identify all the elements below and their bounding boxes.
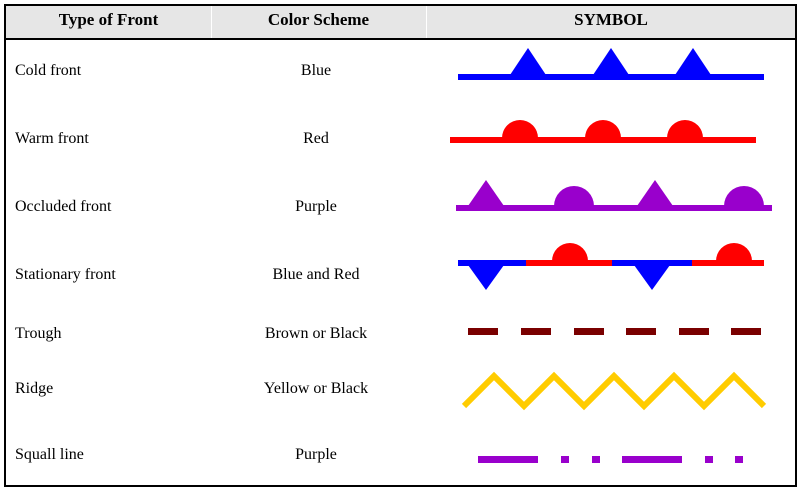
color-scheme: Yellow or Black bbox=[263, 380, 369, 397]
cold-front-line bbox=[458, 74, 764, 80]
stationary-front-semicircle bbox=[552, 243, 588, 261]
stationary-front-red-segment bbox=[692, 260, 764, 266]
front-type: Trough bbox=[15, 325, 62, 342]
cold-front-triangle bbox=[510, 48, 546, 75]
header-type-of-front: Type of Front bbox=[58, 10, 159, 29]
front-type: Occluded front bbox=[15, 198, 112, 215]
warm-front-semicircle bbox=[502, 120, 538, 138]
cold-front-symbol bbox=[446, 42, 776, 102]
fronts-table: Type of Front Color Scheme SYMBOL Cold f… bbox=[4, 4, 797, 487]
header-divider bbox=[211, 6, 212, 38]
stationary-front-red-segment bbox=[526, 260, 612, 266]
squall-line-dot bbox=[561, 456, 569, 463]
occluded-front-triangle bbox=[468, 180, 504, 206]
trough-dash bbox=[574, 328, 604, 335]
trough-dash bbox=[521, 328, 551, 335]
occluded-front-semicircle bbox=[724, 186, 764, 206]
warm-front-semicircle bbox=[667, 120, 703, 138]
header-divider bbox=[426, 6, 427, 38]
warm-front-line bbox=[450, 137, 756, 143]
trough-symbol bbox=[446, 312, 776, 372]
trough-dash bbox=[679, 328, 709, 335]
stationary-front-semicircle bbox=[716, 243, 752, 261]
occluded-front-line bbox=[456, 205, 772, 211]
warm-front-symbol bbox=[446, 112, 776, 172]
trough-dash bbox=[468, 328, 498, 335]
squall-line-dot bbox=[592, 456, 600, 463]
stationary-front-blue-segment bbox=[612, 260, 692, 266]
occluded-front-symbol bbox=[446, 176, 776, 236]
trough-dash bbox=[626, 328, 656, 335]
occluded-front-semicircle bbox=[554, 186, 594, 206]
color-scheme: Red bbox=[303, 130, 329, 147]
color-scheme: Brown or Black bbox=[264, 325, 368, 342]
occluded-front-triangle bbox=[637, 180, 673, 206]
front-type: Warm front bbox=[15, 130, 89, 147]
front-type: Stationary front bbox=[15, 266, 116, 283]
front-type: Ridge bbox=[15, 380, 54, 397]
squall-line-dash bbox=[478, 456, 538, 463]
squall-line-symbol bbox=[446, 442, 776, 502]
front-type: Cold front bbox=[15, 62, 82, 79]
color-scheme: Purple bbox=[295, 446, 337, 463]
ridge-zigzag bbox=[461, 371, 767, 411]
ridge-symbol bbox=[446, 360, 776, 420]
stationary-front-triangle bbox=[634, 265, 670, 290]
trough-dash bbox=[731, 328, 761, 335]
squall-line-dot bbox=[705, 456, 713, 463]
cold-front-triangle bbox=[675, 48, 711, 75]
color-scheme: Blue and Red bbox=[272, 266, 360, 283]
stationary-front-blue-segment bbox=[458, 260, 526, 266]
squall-line-dot bbox=[735, 456, 743, 463]
table-header: Type of Front Color Scheme SYMBOL bbox=[6, 6, 795, 40]
cold-front-triangle bbox=[593, 48, 629, 75]
stationary-front-symbol bbox=[446, 236, 776, 296]
header-color-scheme: Color Scheme bbox=[267, 10, 370, 29]
color-scheme: Purple bbox=[295, 198, 337, 215]
warm-front-semicircle bbox=[585, 120, 621, 138]
header-symbol: SYMBOL bbox=[574, 10, 648, 29]
color-scheme: Blue bbox=[300, 62, 332, 79]
stationary-front-triangle bbox=[468, 265, 504, 290]
front-type: Squall line bbox=[15, 446, 84, 463]
squall-line-dash bbox=[622, 456, 682, 463]
